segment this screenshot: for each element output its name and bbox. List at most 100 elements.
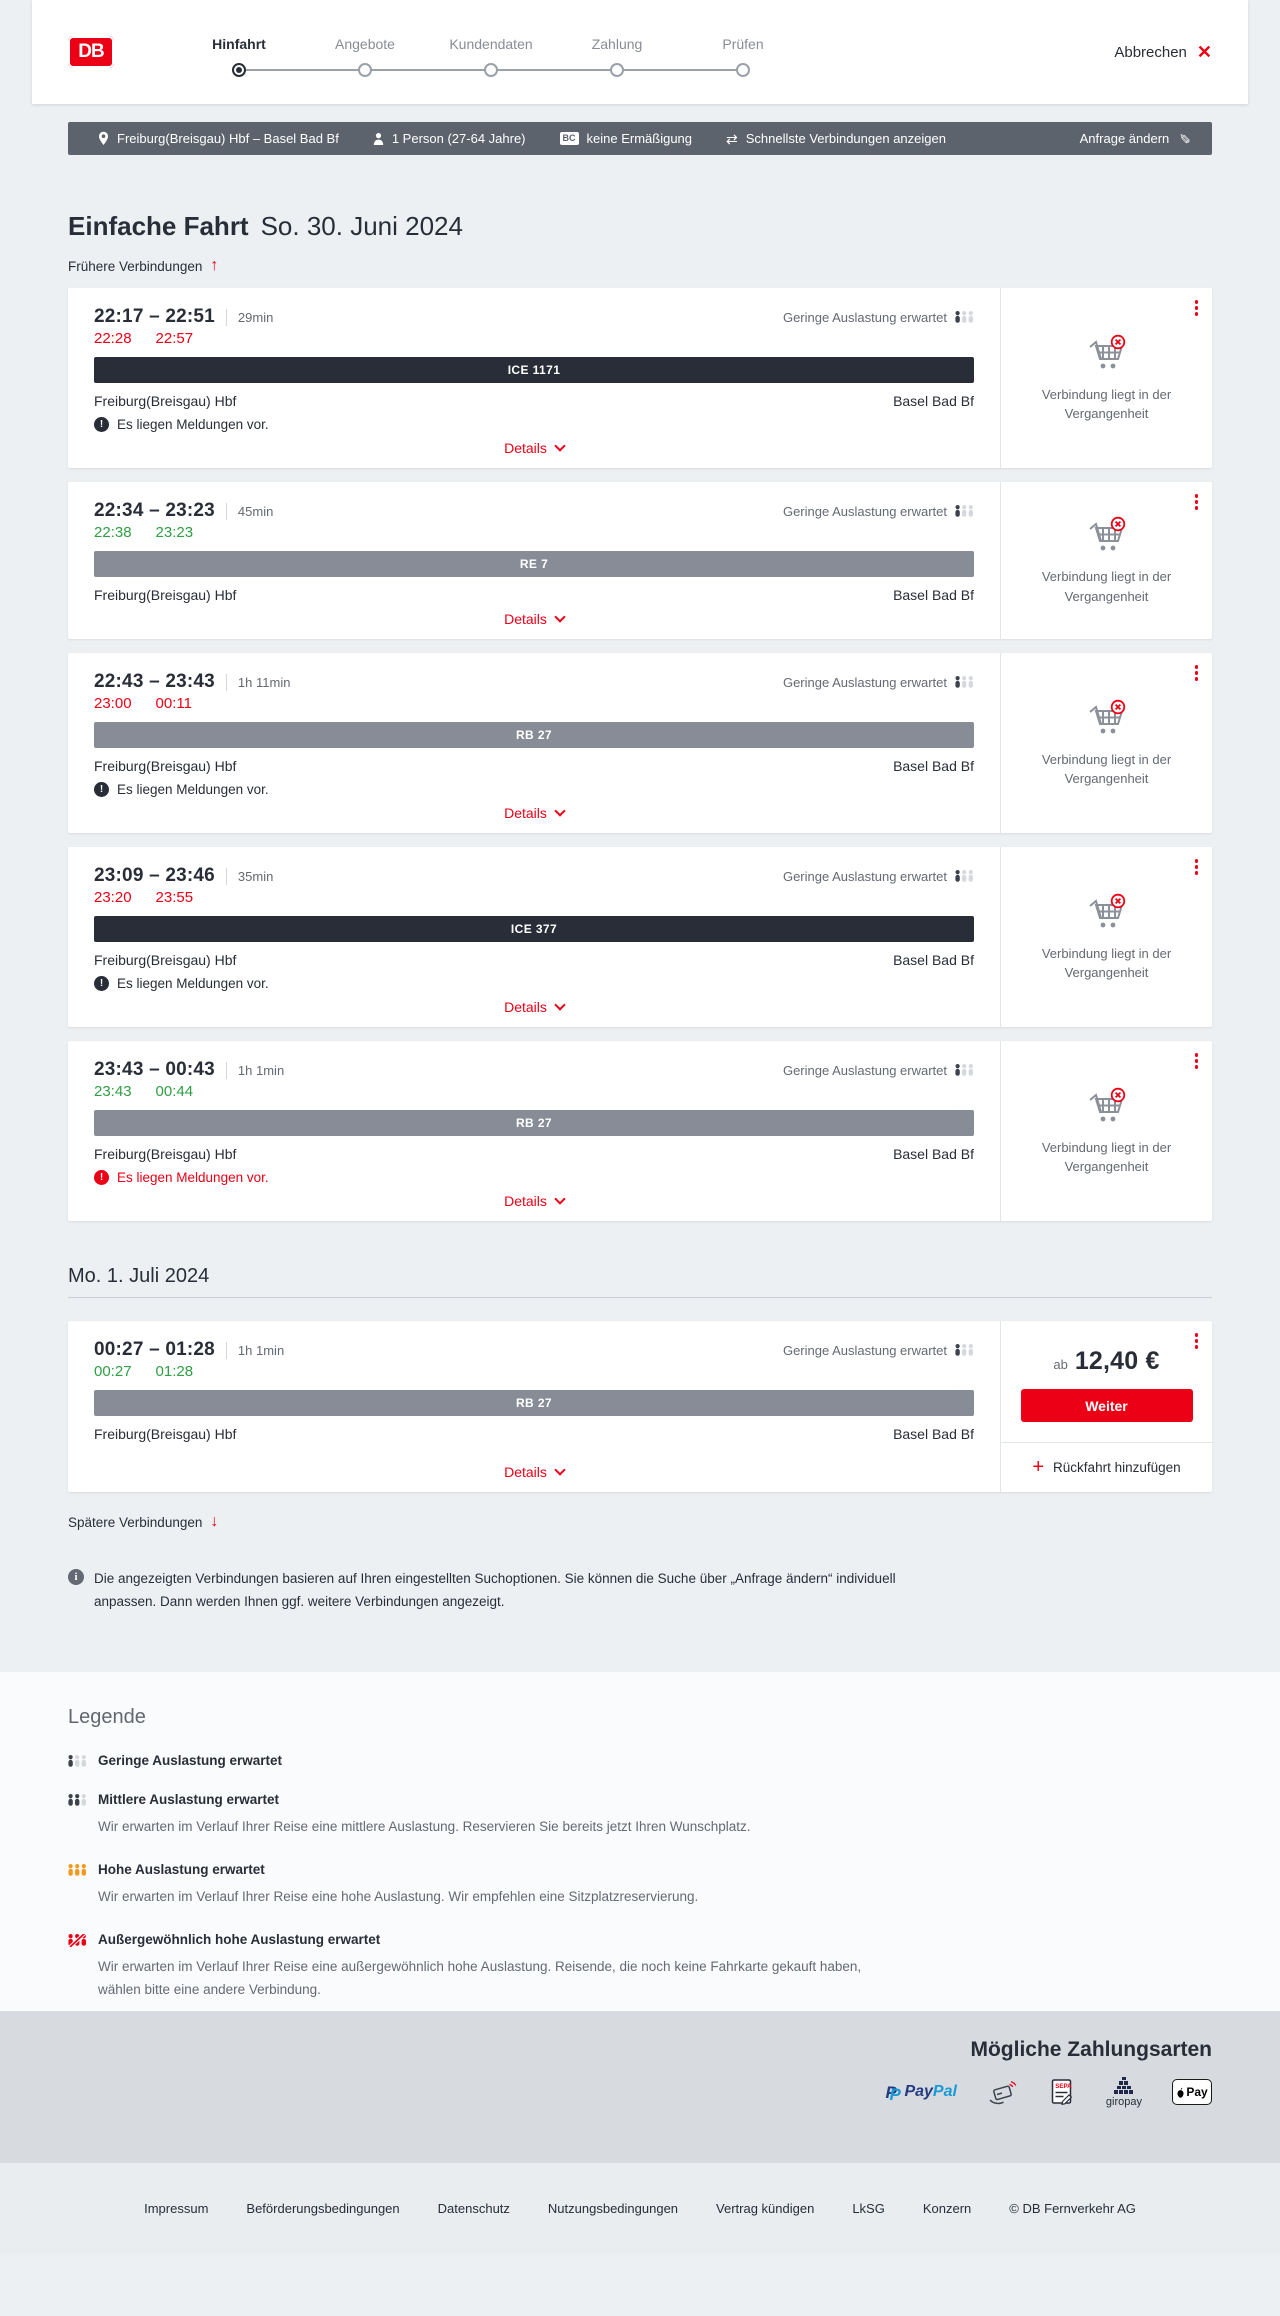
db-logo[interactable]: DB [68,36,114,68]
destination-station: Basel Bad Bf [893,952,974,968]
footer-link-nutzungsbedingungen[interactable]: Nutzungsbedingungen [547,2200,679,2216]
destination-station: Basel Bad Bf [893,1426,974,1442]
day2-heading: Mo. 1. Juli 2024 [68,1265,210,1287]
alert-icon: ! [94,1170,109,1185]
details-toggle[interactable]: Details [94,1463,974,1480]
train-segment-bar: RB 27 [94,722,974,748]
step-pruefen[interactable]: Prüfen [680,36,806,77]
credit-card-contactless-icon [989,2081,1017,2105]
alert-icon: ! [94,782,109,797]
past-connection-note: Verbindung liegt in der Vergangenheit [1041,569,1172,604]
swap-arrows-icon: ⇄ [726,130,738,147]
step-dot [358,62,372,77]
continue-button[interactable]: Weiter [1020,1389,1193,1422]
add-return-trip-button[interactable]: + Rückfahrt hinzufügen [1001,1442,1212,1492]
footer-link-impressum[interactable]: Impressum [144,2200,209,2216]
footer-link-vertrag-kuendigen[interactable]: Vertrag kündigen [716,2200,815,2216]
footer-link-lksg[interactable]: LkSG [852,2200,885,2216]
cart-unavailable-icon [1088,893,1125,927]
more-options-button[interactable] [1193,1331,1201,1351]
connection-card: 23:09 – 23:46 35min Geringe Auslastung e… [68,847,1212,1027]
more-options-button[interactable] [1193,1051,1201,1071]
legend-item-low: Geringe Auslastung erwartet [68,1753,1212,1768]
occupancy-label: Geringe Auslastung erwartet [782,1342,947,1358]
booking-progress-steps: Hinfahrt Angebote Kundendaten Zahlung Pr… [176,36,806,77]
later-connections-link[interactable]: Spätere Verbindungen ↓ [68,1513,219,1530]
details-toggle[interactable]: Details [94,804,974,821]
edit-search-button[interactable]: Anfrage ändern ✎ [1079,131,1193,146]
connection-side-panel: Verbindung liegt in der Vergangenheit [1000,288,1212,468]
past-connection-note: Verbindung liegt in der Vergangenheit [1041,945,1172,981]
connection-card: 22:34 – 23:23 45min Geringe Auslastung e… [68,482,1212,639]
info-icon: i [68,1569,84,1585]
alert-icon: ! [94,976,109,991]
past-connection-note: Verbindung liegt in der Vergangenheit [1041,386,1172,422]
duration: 29min [237,309,274,325]
chevron-down-icon [554,1192,566,1205]
more-options-button[interactable] [1193,298,1201,318]
realtime-times: 23:43 00:44 [94,1083,194,1100]
details-toggle[interactable]: Details [94,610,974,627]
occupancy-low-icon [955,1344,973,1356]
footer-link-datenschutz[interactable]: Datenschutz [437,2200,510,2216]
summary-speed-option[interactable]: ⇄ Schnellste Verbindungen anzeigen [726,130,946,147]
chevron-down-icon [554,998,566,1011]
destination-station: Basel Bad Bf [893,587,974,603]
pencil-icon: ✎ [1176,132,1193,145]
payment-methods-title: Mögliche Zahlungsarten [970,2037,1212,2061]
more-options-button[interactable] [1193,857,1201,877]
past-connection-note: Verbindung liegt in der Vergangenheit [1041,751,1172,787]
footer-link-konzern[interactable]: Konzern [922,2200,972,2216]
chevron-down-icon [554,804,566,817]
connection-side-panel: Verbindung liegt in der Vergangenheit [1000,653,1212,833]
train-segment-bar: RB 27 [94,1390,974,1416]
earlier-connections-link[interactable]: Frühere Verbindungen ↑ [68,257,219,274]
duration: 1h 1min [237,1342,285,1358]
occupancy-exceptional-icon [68,1934,86,1948]
step-angebote[interactable]: Angebote [302,36,428,77]
details-toggle[interactable]: Details [94,439,974,456]
messages-note: ! Es liegen Meldungen vor. [94,976,974,991]
more-options-button[interactable] [1193,663,1201,683]
occupancy-label: Geringe Auslastung erwartet [782,674,947,690]
occupancy-low-icon [955,676,973,688]
origin-station: Freiburg(Breisgau) Hbf [94,393,237,409]
step-dot [610,62,624,77]
giropay-logo: giropay [1106,2076,1142,2108]
step-dot [736,62,750,77]
step-hinfahrt[interactable]: Hinfahrt [176,36,302,77]
occupancy-label: Geringe Auslastung erwartet [782,503,947,519]
svg-text:SEPA: SEPA [1055,2083,1072,2090]
trip-type: Einfache Fahrt [68,211,249,241]
connection-side-panel: Verbindung liegt in der Vergangenheit [1000,482,1212,639]
cart-unavailable-icon [1088,516,1125,551]
scheduled-times: 22:17 – 22:51 [94,306,215,327]
cancel-label: Abbrechen [1114,43,1187,61]
person-icon [373,132,384,145]
more-options-button[interactable] [1193,492,1201,512]
duration: 35min [237,868,274,884]
scheduled-times: 22:43 – 23:43 [94,671,215,692]
origin-station: Freiburg(Breisgau) Hbf [94,758,237,774]
messages-note: ! Es liegen Meldungen vor. [94,782,974,797]
footer-link-befoerderungsbedingungen[interactable]: Beförderungsbedingungen [246,2200,400,2216]
occupancy-low-icon [955,1064,973,1076]
summary-passengers: 1 Person (27-64 Jahre) [373,131,526,146]
duration: 1h 1min [237,1062,285,1078]
step-kundendaten[interactable]: Kundendaten [428,36,554,77]
sepa-direct-debit-icon: SEPA [1051,2079,1073,2105]
page-title: Einfache Fahrt So. 30. Juni 2024 [68,211,1212,242]
connection-card: 23:43 – 00:43 1h 1min Geringe Auslastung… [68,1041,1212,1221]
occupancy-low-icon [955,870,973,882]
bahncard-icon: BC [559,132,579,145]
train-segment-bar: ICE 377 [94,916,974,942]
occupancy-high-icon [68,1864,86,1876]
past-connection-note: Verbindung liegt in der Vergangenheit [1041,1139,1172,1175]
summary-discount: BC keine Ermäßigung [559,131,692,146]
cancel-button[interactable]: Abbrechen ✕ [1114,43,1212,61]
step-zahlung[interactable]: Zahlung [554,36,680,77]
details-toggle[interactable]: Details [94,1192,974,1209]
details-toggle[interactable]: Details [94,998,974,1015]
realtime-times: 23:20 23:55 [94,889,194,906]
